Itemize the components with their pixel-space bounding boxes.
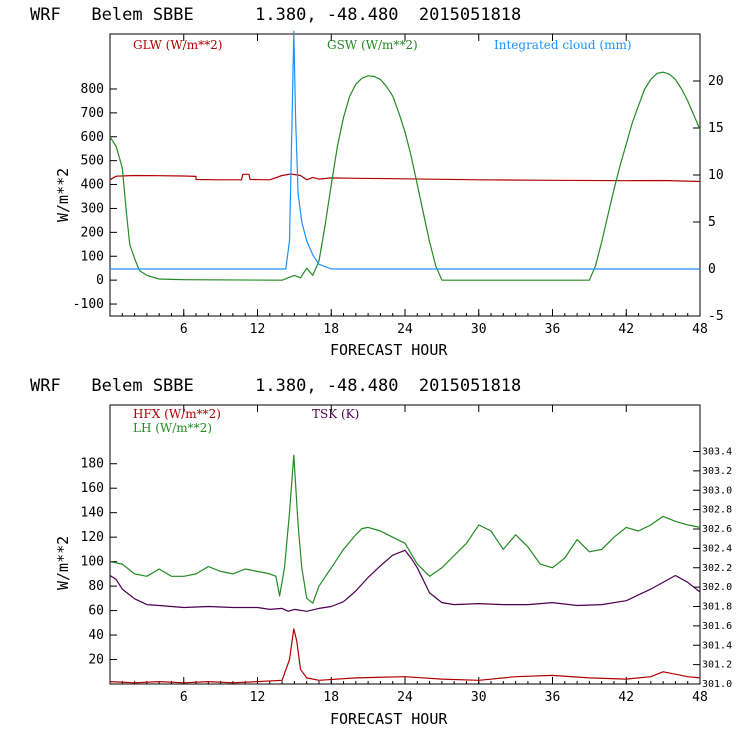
chart-title: WRF Belem SBBE 1.380, -48.480 2015051818	[30, 376, 521, 396]
y2-tick-label: 302.4	[702, 543, 732, 554]
plot-frame	[109, 404, 701, 685]
legend-cloud: Integrated cloud (mm)	[494, 38, 632, 52]
series-line-tsk	[109, 549, 701, 612]
y-tick-label: 60	[88, 604, 104, 619]
series-line-hfx	[109, 628, 701, 684]
y-tick-label: 400	[81, 178, 104, 193]
y-tick-label: 600	[81, 130, 104, 145]
y2-tick-label: 15	[708, 121, 724, 136]
series-line-cloud	[110, 30, 700, 270]
x-tick-label: 36	[545, 690, 561, 705]
y2-tick-label: 301.0	[702, 679, 732, 690]
x-tick-label: 6	[180, 322, 188, 337]
y-tick-label: 0	[96, 273, 104, 288]
y2-tick-label: 303.4	[702, 447, 732, 458]
y2-tick-label: 302.0	[702, 582, 732, 593]
series-line-glw	[109, 173, 701, 183]
y2-tick-label: 303.2	[702, 466, 732, 477]
y2-tick-label: 5	[708, 215, 716, 230]
y2-tick-label: 302.8	[702, 505, 732, 516]
y-tick-label: 140	[81, 506, 104, 521]
y-tick-label: 700	[81, 106, 104, 121]
x-ticks: 6 12 18 24 30 36 42 48	[121, 34, 708, 337]
legend-lh: LH (W/m**2)	[133, 421, 212, 435]
y2-tick-label: 0	[708, 262, 716, 277]
plot-frame	[109, 33, 701, 317]
y-axis-label: W/m**2	[54, 168, 72, 222]
y-tick-label: 120	[81, 530, 104, 545]
y-tick-label: 20	[88, 653, 104, 668]
legend-glw: GLW (W/m**2)	[133, 38, 222, 52]
x-tick-label: 18	[323, 322, 339, 337]
series-group	[109, 454, 701, 684]
y-axis-label: W/m**2	[54, 536, 72, 590]
x-tick-label: 24	[397, 322, 413, 337]
legend-hfx: HFX (W/m**2)	[133, 407, 221, 421]
series-line-gsw	[109, 71, 701, 281]
x-tick-label: 24	[397, 690, 413, 705]
y-tick-label: 100	[81, 555, 104, 570]
legend-gsw: GSW (W/m**2)	[327, 38, 418, 52]
x-tick-label: 36	[545, 322, 561, 337]
y2-tick-label: 301.2	[702, 660, 732, 671]
series-line-lh	[109, 454, 701, 604]
x-axis-label: FORECAST HOUR	[330, 341, 448, 359]
x-tick-label: 18	[323, 690, 339, 705]
legend-tsk: TSK (K)	[312, 407, 359, 421]
y2-tick-label: -5	[708, 309, 724, 324]
x-tick-label: 48	[692, 322, 708, 337]
x-tick-label: 30	[471, 322, 487, 337]
x-tick-label: 48	[692, 690, 708, 705]
y2-tick-label: 20	[708, 74, 724, 89]
x-ticks: 6 12 18 24 30 36 42 48	[121, 405, 708, 705]
y-tick-label: 160	[81, 481, 104, 496]
y-tick-label: -100	[73, 297, 104, 312]
y-tick-label: 300	[81, 201, 104, 216]
y2-tick-label: 301.8	[702, 602, 732, 613]
y-tick-label: 800	[81, 82, 104, 97]
y2-tick-label: 302.6	[702, 524, 732, 535]
x-tick-label: 42	[618, 322, 634, 337]
x-tick-label: 12	[250, 322, 266, 337]
chart-bottom: WRF Belem SBBE 1.380, -48.480 2015051818…	[30, 376, 732, 728]
y2-ticks: 303.4 303.2 303.0 302.8 302.6 302.4 302.2 302.0…	[693, 447, 732, 690]
x-tick-label: 42	[618, 690, 634, 705]
y-tick-label: 200	[81, 225, 104, 240]
y-tick-label: 80	[88, 579, 104, 594]
y2-tick-label: 301.6	[702, 621, 732, 632]
y-tick-label: 40	[88, 628, 104, 643]
chart-top: WRF Belem SBBE 1.380, -48.480 2015051818…	[30, 5, 724, 359]
y2-tick-label: 302.2	[702, 563, 732, 574]
y-tick-label: 180	[81, 457, 104, 472]
y2-tick-label: 10	[708, 168, 724, 183]
x-tick-label: 6	[180, 690, 188, 705]
y-tick-label: 100	[81, 249, 104, 264]
y-tick-label: 500	[81, 154, 104, 169]
y-ticks: 180 160 140 120 100 80 60 40 20	[81, 457, 117, 668]
x-axis-label: FORECAST HOUR	[330, 710, 448, 728]
y2-tick-label: 303.0	[702, 485, 732, 496]
y2-ticks: 20 15 10 5 0 -5	[693, 74, 724, 324]
y-ticks: 800 700 600 500 400 300 200 100 0 -100	[73, 82, 117, 312]
series-group	[109, 30, 701, 281]
chart-title: WRF Belem SBBE 1.380, -48.480 2015051818	[30, 5, 521, 25]
y2-tick-label: 301.4	[702, 640, 732, 651]
x-tick-label: 30	[471, 690, 487, 705]
x-tick-label: 12	[250, 690, 266, 705]
